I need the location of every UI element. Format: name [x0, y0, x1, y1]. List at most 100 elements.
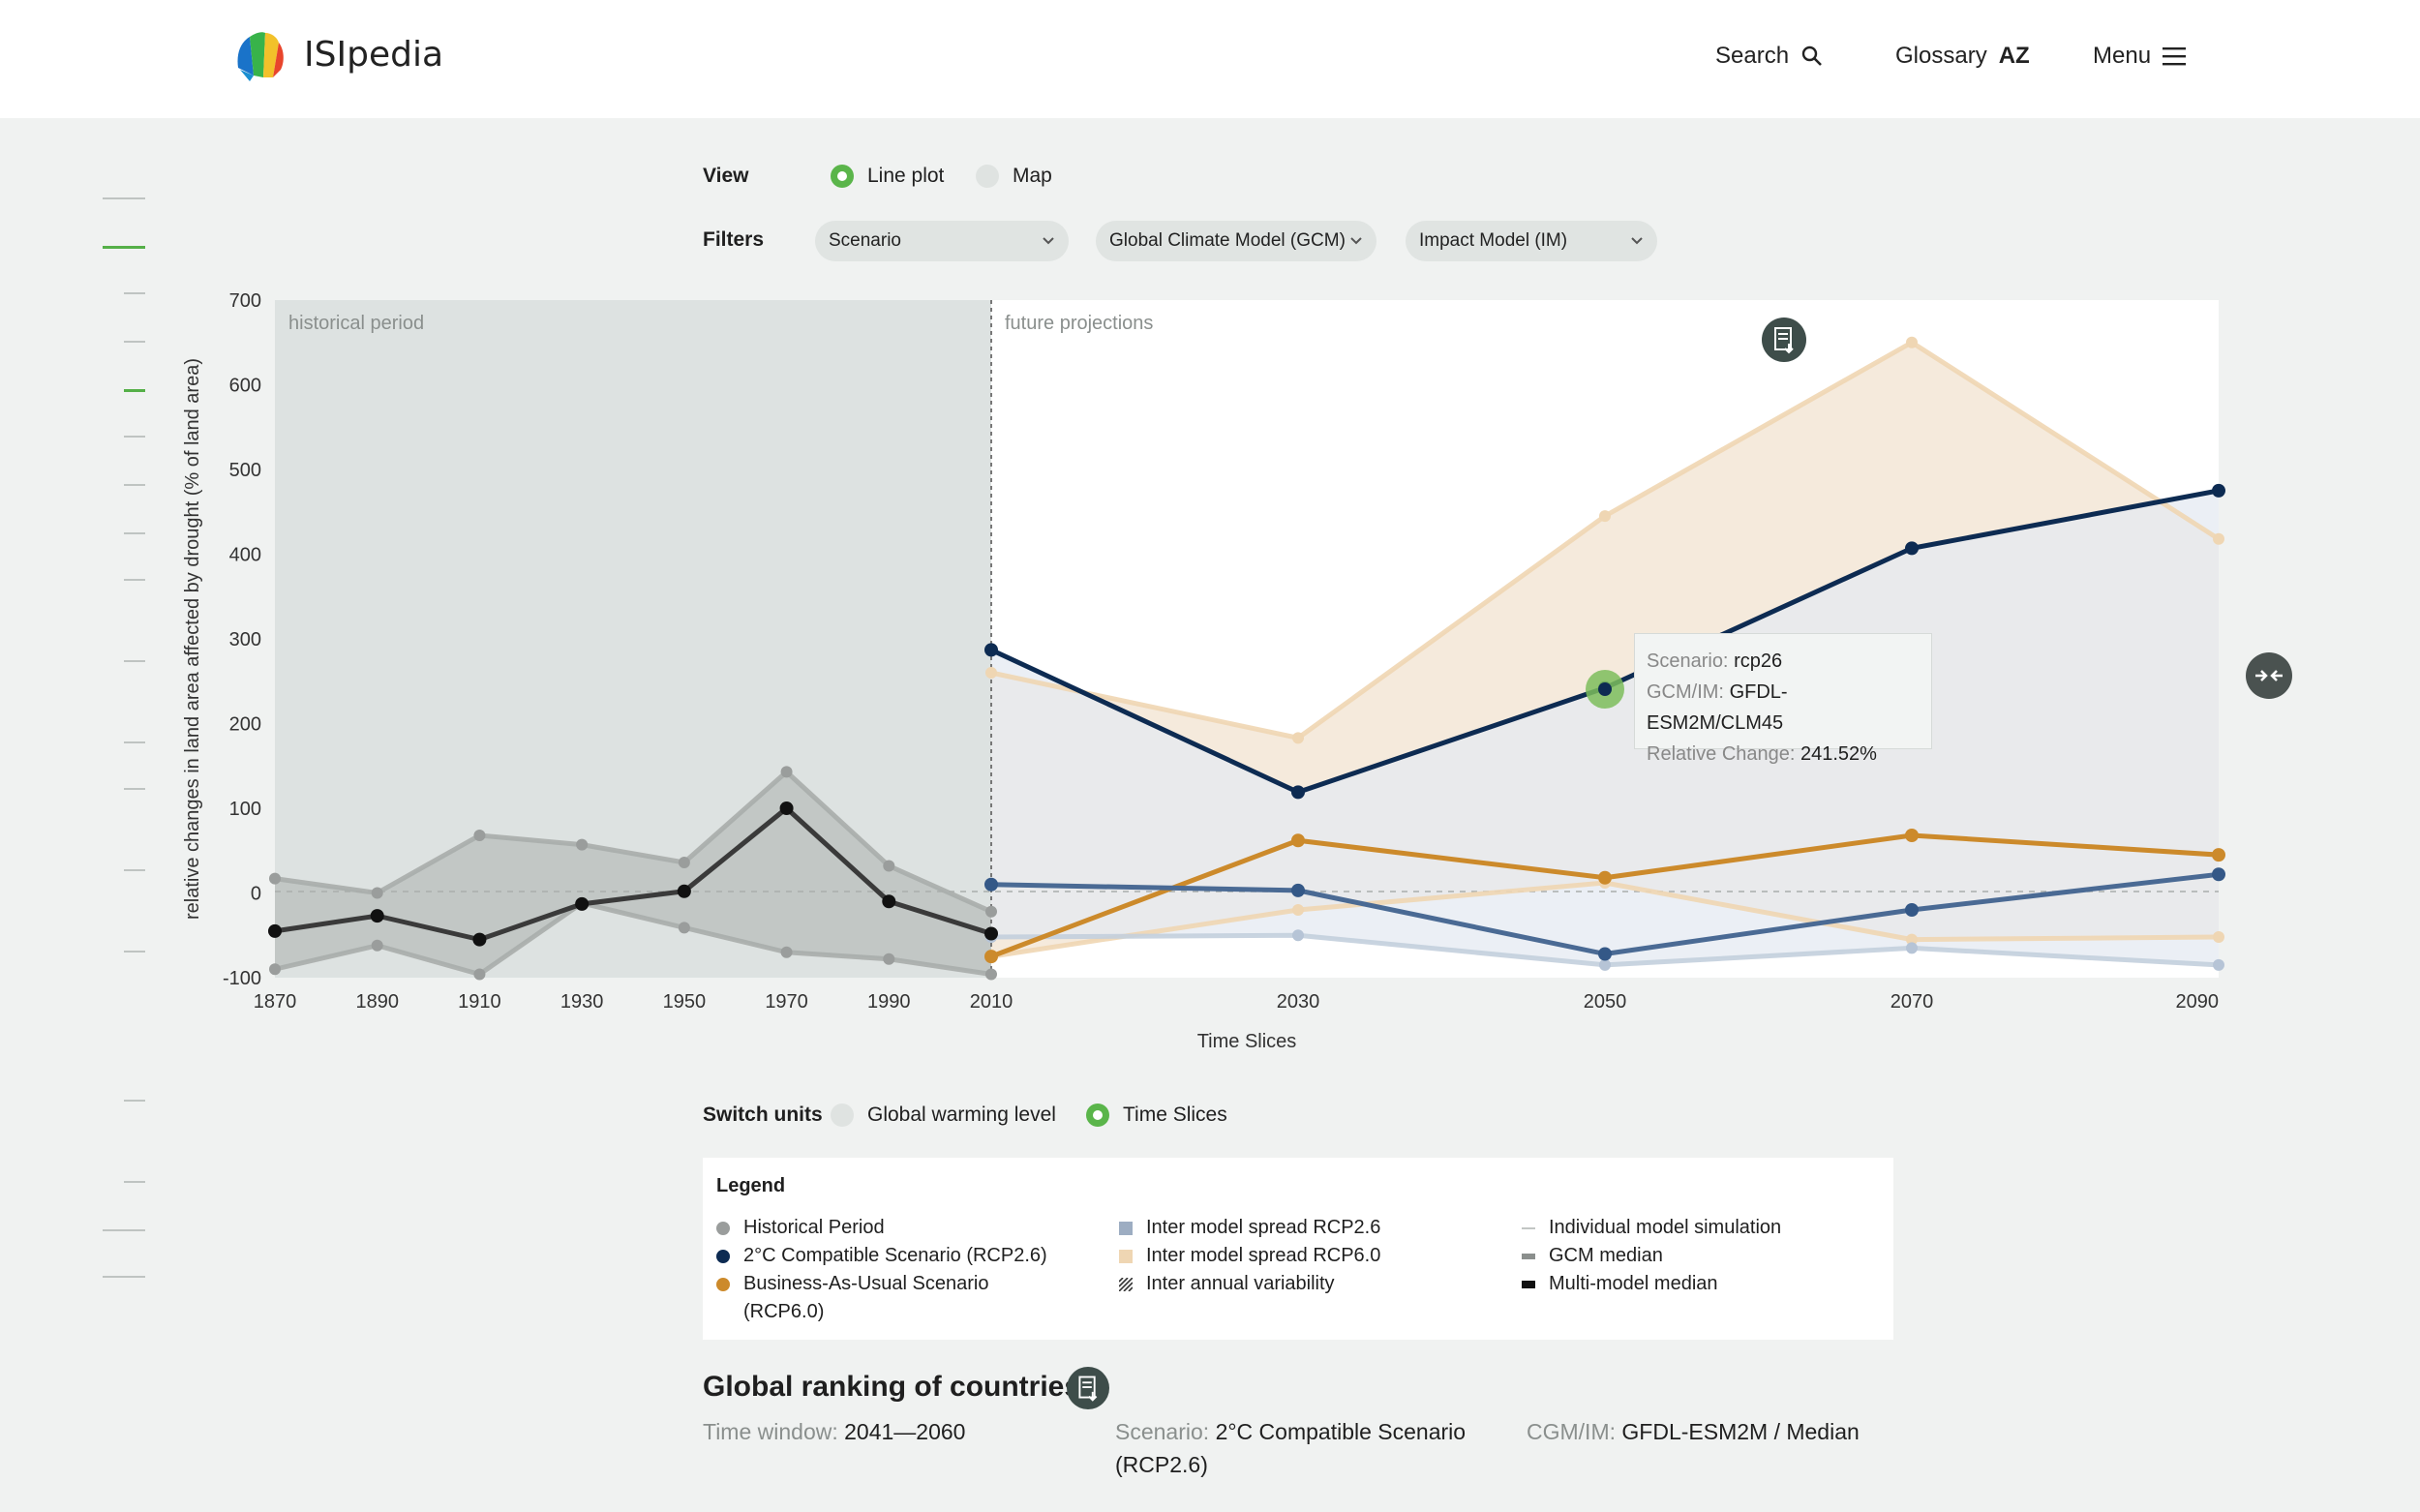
historical-spread-point[interactable] [883, 860, 895, 872]
legend-item-label: Business-As-Usual Scenario [743, 1273, 989, 1294]
units-option-time-slices[interactable]: Time Slices [1086, 1104, 1227, 1127]
rail-mark[interactable] [124, 1100, 145, 1102]
rcp60-point[interactable] [1905, 829, 1919, 842]
historical-spread-point[interactable] [883, 953, 895, 965]
historical-spread-point[interactable] [371, 939, 383, 952]
y-tick-label: 200 [229, 714, 261, 736]
rail-mark[interactable] [103, 1276, 145, 1278]
rcp26-gcm-point[interactable] [2212, 867, 2225, 882]
rcp26-gcm-point[interactable] [1291, 883, 1305, 897]
im-select[interactable]: Impact Model (IM) [1406, 221, 1657, 261]
rcp60-spread-point[interactable] [985, 667, 997, 679]
isipedia-logo[interactable] [230, 25, 290, 85]
glossary-link[interactable]: Glossary AZ [1895, 43, 2030, 70]
historical-point[interactable] [984, 926, 998, 941]
rcp60-point[interactable] [984, 950, 998, 964]
rail-mark[interactable] [124, 292, 145, 294]
rail-mark[interactable] [124, 788, 145, 790]
historical-upper-line [274, 769, 993, 915]
rcp26-dot-icon [716, 1250, 730, 1263]
historical-spread-point[interactable] [780, 946, 793, 958]
rail-mark[interactable] [124, 341, 145, 343]
units-option-label: Global warming level [867, 1104, 1056, 1126]
rcp60-spread-point[interactable] [2213, 931, 2224, 943]
rail-mark[interactable] [124, 660, 145, 662]
historical-spread-point[interactable] [269, 872, 281, 885]
rcp60-point[interactable] [1291, 833, 1305, 848]
brand-name[interactable]: ISIpedia [304, 35, 443, 75]
historical-spread-point[interactable] [985, 905, 997, 918]
legend-item: GCM median [1522, 1242, 1663, 1270]
rcp26-spread-point[interactable] [1599, 958, 1611, 971]
historical-spread-point[interactable] [678, 922, 690, 934]
historical-point[interactable] [779, 801, 794, 815]
historical-spread-point[interactable] [678, 857, 690, 868]
ranking-download-button[interactable] [1067, 1367, 1109, 1409]
rcp26-spread-point[interactable] [1292, 929, 1304, 942]
rcp60-spread-point[interactable] [1292, 904, 1304, 916]
rcp26-point[interactable] [2212, 483, 2225, 498]
rail-mark[interactable] [124, 869, 145, 871]
medium-line-icon [1522, 1254, 1535, 1259]
rail-mark[interactable] [124, 436, 145, 438]
historical-spread-point[interactable] [473, 968, 486, 981]
rcp26-gcm-point[interactable] [984, 877, 998, 892]
rcp26-gcm-point[interactable] [1598, 947, 1612, 961]
units-option-gwl[interactable]: Global warming level [831, 1104, 1056, 1127]
historical-point[interactable] [370, 909, 384, 923]
rcp60-spread-point[interactable] [1906, 933, 1918, 946]
menu-button[interactable]: Menu [2093, 43, 2187, 70]
thick-line-icon [1522, 1281, 1535, 1288]
rcp60-spread-point[interactable] [1292, 732, 1304, 744]
historical-spread-point[interactable] [985, 968, 997, 981]
rail-mark-active[interactable] [124, 389, 145, 392]
rcp26-point[interactable] [1291, 785, 1305, 800]
chart-points [268, 336, 2225, 981]
rail-mark[interactable] [124, 1181, 145, 1183]
historical-spread-point[interactable] [371, 887, 383, 899]
rcp26-gcm-point[interactable] [1905, 903, 1919, 917]
collapse-chart-button[interactable] [2246, 652, 2292, 699]
historical-point[interactable] [575, 896, 590, 911]
historical-point[interactable] [472, 932, 487, 947]
rcp60-point[interactable] [2212, 848, 2225, 862]
tooltip-gcm-row: GCM/IM: GFDL-ESM2M/CLM45 [1647, 677, 1920, 739]
ranking-cgm-key: CGM/IM: [1527, 1419, 1616, 1444]
historical-point[interactable] [677, 884, 691, 898]
historical-spread-point[interactable] [780, 766, 793, 778]
hover-point[interactable] [1598, 682, 1612, 696]
rcp26-point[interactable] [1905, 541, 1919, 556]
gcm-select[interactable]: Global Climate Model (GCM) [1096, 221, 1376, 261]
rcp60-spread-point[interactable] [2213, 532, 2224, 545]
scenario-select[interactable]: Scenario [815, 221, 1069, 261]
rcp26-point[interactable] [984, 643, 998, 657]
rcp60-spread-point[interactable] [1906, 336, 1918, 348]
x-tick-label: 1870 [254, 991, 297, 1013]
historical-period-annotation: historical period [288, 313, 424, 334]
view-option-line-plot[interactable]: Line plot [831, 165, 944, 188]
download-chart-button[interactable] [1762, 318, 1806, 362]
historical-spread-point[interactable] [576, 838, 589, 851]
rcp26-spread-point[interactable] [2213, 958, 2224, 971]
view-option-map[interactable]: Map [976, 165, 1052, 188]
historical-spread-point[interactable] [473, 830, 486, 841]
rail-mark[interactable] [103, 1229, 145, 1231]
rail-mark[interactable] [124, 579, 145, 581]
rail-mark[interactable] [124, 484, 145, 486]
y-tick-label: 700 [229, 290, 261, 312]
rail-mark-active[interactable] [103, 246, 145, 249]
im-select-value: Impact Model (IM) [1419, 230, 1568, 251]
rail-mark[interactable] [103, 197, 145, 199]
historical-spread-point[interactable] [269, 963, 281, 976]
rail-mark[interactable] [124, 741, 145, 743]
drought-line-chart[interactable]: historical period future projections -10… [0, 0, 2420, 1084]
rail-mark[interactable] [124, 951, 145, 953]
rcp60-point[interactable] [1598, 870, 1612, 885]
rail-mark[interactable] [124, 532, 145, 534]
historical-point[interactable] [882, 894, 896, 909]
switch-units-label: Switch units [703, 1104, 823, 1126]
rcp26-spread-point[interactable] [1906, 942, 1918, 954]
historical-point[interactable] [268, 923, 282, 938]
search-link[interactable]: Search [1715, 43, 1824, 70]
rcp60-spread-point[interactable] [1599, 510, 1611, 523]
